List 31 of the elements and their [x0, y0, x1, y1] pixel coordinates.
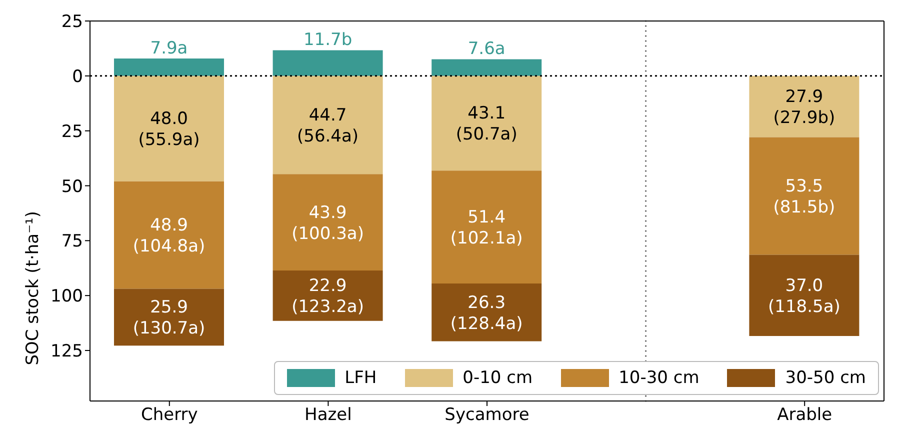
y-axis-title: SOC stock (t·ha⁻¹) [23, 211, 44, 366]
data-label: 44.7 (56.4a) [297, 106, 359, 147]
y-tick-label: 25 [61, 12, 83, 32]
data-label: 53.5 (81.5b) [773, 176, 836, 218]
data-label: 11.7b [303, 30, 352, 50]
y-tick-label: 100 [50, 286, 83, 307]
legend-label: 10-30 cm [618, 368, 700, 388]
data-label: 22.9 (123.2a) [292, 276, 364, 318]
legend-label: LFH [344, 368, 377, 388]
y-tick-label: 0 [72, 66, 83, 87]
data-label: 43.9 (100.3a) [292, 202, 364, 244]
data-label: 37.0 (118.5a) [768, 276, 840, 317]
x-tick-label: Hazel [304, 405, 352, 426]
y-tick-label: 75 [61, 232, 83, 252]
legend-label: 0-10 cm [462, 368, 533, 388]
data-label: 7.9a [150, 38, 188, 59]
data-label: 27.9 (27.9b) [773, 87, 836, 128]
data-label: 48.0 (55.9a) [138, 109, 200, 150]
legend-label: 30-50 cm [785, 368, 866, 388]
data-label: 43.1 (50.7a) [456, 104, 518, 145]
x-tick-label: Sycamore [444, 405, 530, 426]
data-label: 48.9 (104.8a) [132, 216, 206, 257]
x-tick-label: Cherry [140, 405, 198, 426]
data-label: 7.6a [468, 39, 506, 60]
x-tick-label: Arable [777, 405, 832, 426]
y-tick-label: 50 [61, 176, 83, 197]
data-label: 26.3 (128.4a) [450, 292, 523, 334]
y-tick-label: 125 [50, 342, 83, 362]
y-tick-label: 25 [61, 122, 83, 142]
data-label: 25.9 (130.7a) [132, 298, 206, 339]
data-label: 51.4 (102.1a) [450, 208, 523, 249]
